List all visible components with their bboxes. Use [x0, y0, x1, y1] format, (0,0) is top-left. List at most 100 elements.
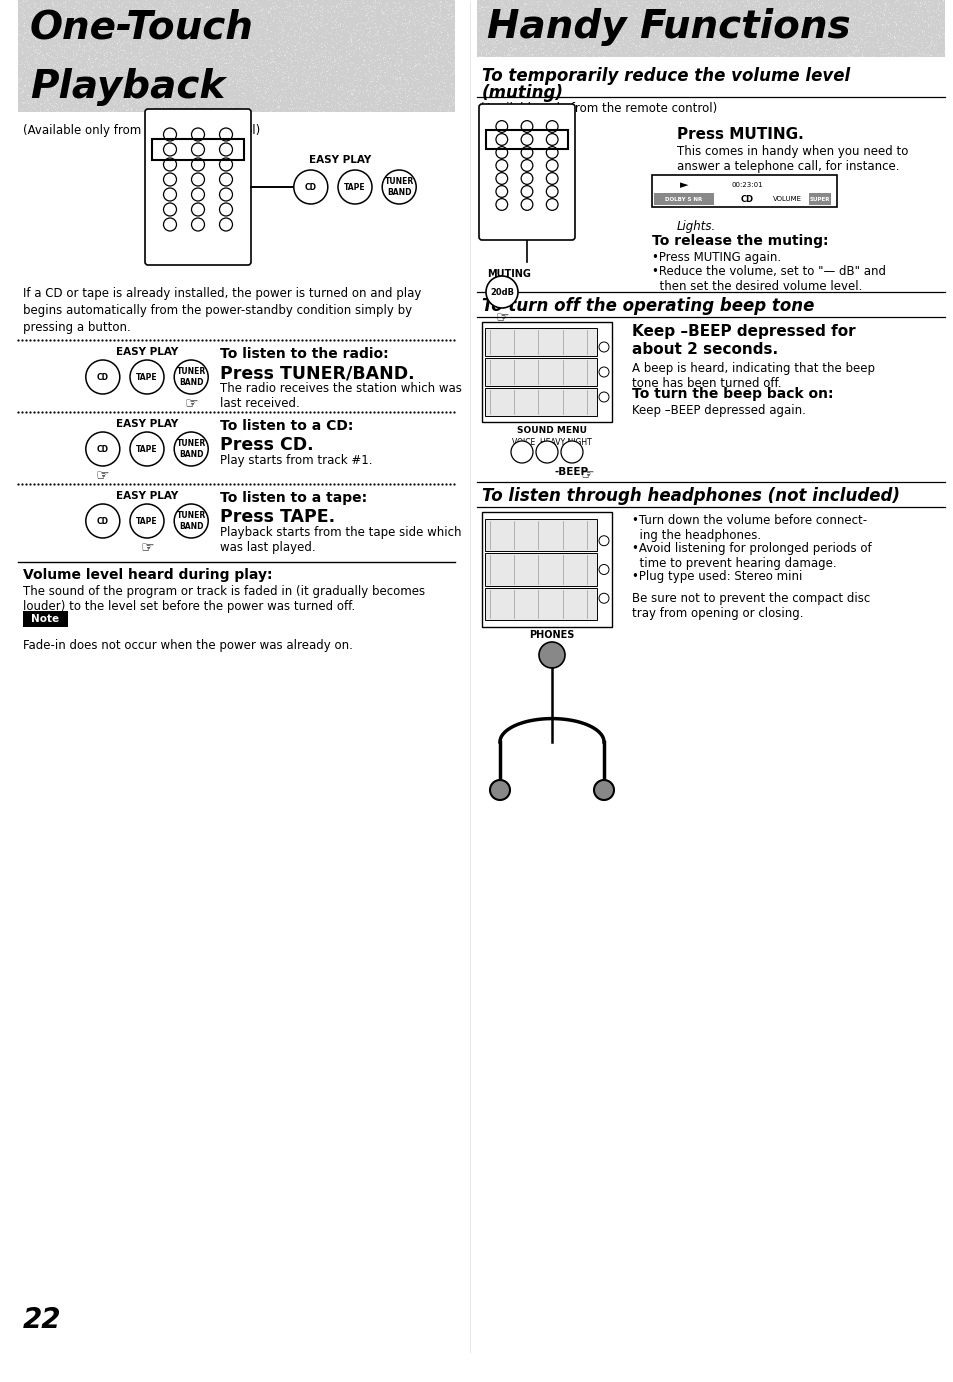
- Point: [539, 0, 555, 17]
- Point: [156, 91, 172, 113]
- Point: [770, 0, 785, 19]
- Point: [902, 30, 918, 53]
- Point: [63, 58, 78, 80]
- Point: [353, 93, 368, 115]
- Point: [160, 77, 175, 100]
- Point: [612, 36, 627, 58]
- Point: [11, 54, 27, 76]
- Point: [544, 26, 559, 48]
- Point: [262, 57, 277, 79]
- Point: [162, 91, 177, 113]
- Point: [888, 30, 903, 53]
- Point: [299, 4, 314, 26]
- Point: [670, 11, 685, 33]
- Point: [629, 23, 644, 46]
- Point: [177, 36, 193, 58]
- Point: [873, 43, 888, 65]
- Point: [366, 8, 381, 30]
- Point: [405, 64, 420, 86]
- Point: [92, 15, 108, 37]
- Point: [130, 0, 145, 22]
- Point: [473, 0, 488, 18]
- Point: [357, 0, 373, 21]
- Point: [367, 12, 382, 35]
- Point: [658, 40, 673, 62]
- Point: [490, 0, 505, 18]
- Point: [83, 10, 98, 32]
- Point: [18, 46, 33, 68]
- Point: [272, 0, 287, 18]
- Point: [267, 97, 282, 119]
- Text: Play starts from track #1.: Play starts from track #1.: [220, 455, 372, 467]
- Point: [274, 64, 289, 86]
- Point: [298, 3, 314, 25]
- Point: [830, 26, 845, 48]
- Point: [40, 0, 55, 21]
- Point: [274, 25, 289, 47]
- Point: [96, 28, 112, 50]
- Point: [666, 35, 681, 57]
- Point: [289, 76, 304, 98]
- Point: [632, 33, 647, 55]
- Point: [310, 17, 325, 39]
- Point: [721, 17, 737, 39]
- Point: [650, 41, 665, 64]
- Point: [562, 25, 578, 47]
- Point: [752, 0, 767, 14]
- Point: [567, 0, 582, 18]
- Point: [722, 12, 738, 35]
- Point: [380, 44, 395, 66]
- Point: [370, 43, 385, 65]
- Point: [500, 43, 516, 65]
- Point: [301, 33, 316, 55]
- Point: [892, 32, 907, 54]
- Point: [731, 10, 746, 32]
- Point: [43, 79, 58, 101]
- Point: [855, 39, 870, 61]
- Point: [642, 0, 658, 15]
- Point: [367, 23, 382, 46]
- Point: [118, 69, 133, 91]
- Point: [32, 35, 48, 57]
- Point: [385, 93, 400, 115]
- Point: [367, 48, 382, 70]
- Point: [688, 0, 703, 21]
- Point: [96, 64, 112, 86]
- Point: [76, 41, 91, 64]
- Point: [139, 72, 154, 94]
- Point: [306, 1, 321, 23]
- Point: [60, 88, 75, 111]
- Point: [726, 15, 741, 37]
- Point: [577, 37, 592, 59]
- Point: [333, 29, 348, 51]
- Point: [407, 68, 422, 90]
- Point: [299, 36, 314, 58]
- Point: [255, 86, 271, 108]
- Point: [640, 18, 656, 40]
- Point: [801, 29, 817, 51]
- Point: [202, 19, 217, 41]
- Point: [581, 43, 597, 65]
- Point: [445, 61, 460, 83]
- Point: [383, 3, 398, 25]
- Point: [444, 90, 459, 112]
- Point: [541, 0, 557, 21]
- Point: [230, 0, 245, 14]
- Point: [590, 0, 605, 12]
- Point: [394, 48, 409, 70]
- Point: [49, 69, 64, 91]
- Point: [200, 70, 215, 93]
- Point: [410, 53, 425, 75]
- Point: [307, 40, 322, 62]
- Point: [820, 21, 835, 43]
- Point: [331, 51, 346, 73]
- Point: [477, 40, 493, 62]
- Point: [844, 6, 860, 28]
- Point: [934, 18, 949, 40]
- Point: [408, 53, 423, 75]
- Point: [173, 0, 189, 17]
- Point: [313, 61, 328, 83]
- Point: [521, 0, 537, 12]
- Point: [498, 0, 514, 18]
- Point: [190, 101, 205, 123]
